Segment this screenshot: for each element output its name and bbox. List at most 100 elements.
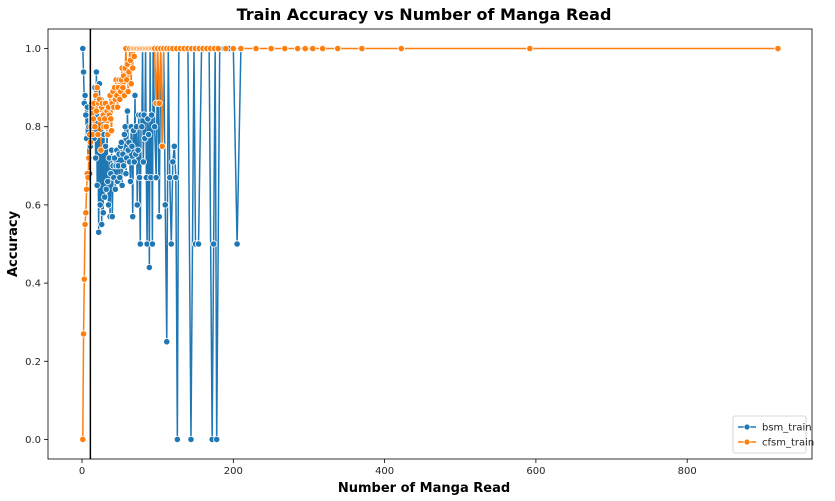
data-point-bsm-train-108 (172, 173, 180, 182)
data-point-cfsm-train-16 (91, 123, 99, 131)
data-point-bsm-train-43 (111, 185, 119, 193)
data-point-bsm-train-59 (123, 107, 132, 115)
y-tick-label-5: 1.0 (25, 44, 41, 55)
legend-marker-cfsm-train (743, 438, 751, 446)
data-point-bsm-train-25 (98, 220, 106, 229)
data-point-bsm-train-94 (151, 123, 159, 131)
data-point-cfsm-train-103 (214, 44, 222, 53)
data-point-cfsm-train-14 (89, 115, 97, 123)
data-point-cfsm-train-112 (309, 44, 317, 53)
x-tick-label-1: 200 (224, 466, 243, 477)
data-point-bsm-train-114 (187, 435, 195, 444)
data-point-bsm-train-4 (82, 111, 90, 119)
data-point-bsm-train-30 (101, 142, 110, 150)
data-point-bsm-train-68 (130, 158, 138, 166)
data-point-cfsm-train-113 (318, 44, 327, 53)
plot-area (79, 29, 782, 459)
data-point-bsm-train-57 (122, 170, 130, 178)
data-point-bsm-train-106 (169, 158, 177, 166)
data-point-cfsm-train-115 (358, 44, 366, 53)
data-point-bsm-train-23 (96, 201, 104, 209)
data-point-cfsm-train-87 (158, 142, 166, 150)
data-point-bsm-train-91 (148, 111, 156, 119)
data-point-cfsm-train-105 (229, 44, 237, 53)
data-point-bsm-train-51 (117, 138, 125, 146)
data-point-cfsm-train-68 (130, 52, 138, 60)
data-point-bsm-train-0 (79, 44, 87, 53)
data-point-bsm-train-17 (92, 154, 100, 162)
data-point-cfsm-train-53 (119, 84, 127, 92)
data-point-bsm-train-54 (120, 162, 128, 170)
data-point-cfsm-train-111 (301, 44, 309, 53)
data-point-bsm-train-21 (95, 228, 103, 236)
legend: bsm_train cfsm_train (732, 415, 814, 454)
axes: 0 200 400 600 800 0.0 0.2 0.4 0.6 0.8 1.0 (25, 28, 813, 477)
data-point-cfsm-train-31 (102, 123, 110, 131)
x-tick-label-2: 400 (375, 466, 394, 477)
data-point-bsm-train-75 (135, 173, 144, 182)
chart-title: Train Accuracy vs Number of Manga Read (237, 5, 612, 24)
data-point-bsm-train-109 (173, 435, 181, 444)
y-tick-label-2: 0.4 (25, 279, 41, 290)
data-point-bsm-train-124 (213, 435, 221, 444)
y-axis-label: Accuracy (6, 210, 21, 277)
data-point-bsm-train-69 (131, 91, 139, 100)
data-point-bsm-train-104 (166, 173, 174, 182)
data-point-bsm-train-31 (102, 185, 110, 193)
data-point-bsm-train-27 (99, 209, 107, 217)
data-point-cfsm-train-49 (116, 95, 124, 103)
data-point-bsm-train-34 (104, 201, 113, 209)
data-point-bsm-train-76 (136, 240, 144, 248)
data-point-bsm-train-87 (145, 130, 153, 139)
data-point-bsm-train-52 (118, 181, 126, 189)
y-tick-label-0: 0.0 (25, 435, 41, 446)
legend-marker-bsm-train (743, 423, 751, 431)
data-point-cfsm-train-5 (82, 185, 91, 193)
x-tick-label-3: 600 (526, 466, 545, 477)
data-point-cfsm-train-37 (107, 115, 115, 123)
data-point-bsm-train-56 (121, 123, 129, 131)
data-point-cfsm-train-19 (93, 84, 101, 92)
data-point-cfsm-train-24 (97, 146, 105, 154)
data-point-cfsm-train-104 (222, 44, 230, 53)
data-point-cfsm-train-85 (155, 99, 163, 107)
data-point-cfsm-train-64 (127, 80, 135, 88)
y-tick-label-1: 0.2 (25, 357, 41, 368)
data-point-cfsm-train-60 (124, 87, 132, 96)
data-point-bsm-train-92 (148, 240, 156, 248)
data-point-cfsm-train-0 (79, 435, 87, 444)
data-point-bsm-train-66 (129, 213, 137, 221)
data-point-bsm-train-49 (116, 173, 124, 182)
data-point-bsm-train-72 (133, 201, 141, 209)
data-point-bsm-train-19 (93, 181, 101, 189)
data-point-bsm-train-1 (79, 68, 88, 76)
data-point-bsm-train-29 (101, 193, 109, 201)
data-point-cfsm-train-4 (82, 209, 90, 217)
data-point-bsm-train-102 (163, 338, 171, 346)
legend-box (732, 415, 807, 454)
data-point-cfsm-train-114 (334, 44, 342, 53)
legend-label-cfsm-train: cfsm_train (762, 438, 814, 449)
data-point-bsm-train-39 (108, 213, 116, 221)
data-point-cfsm-train-109 (281, 44, 289, 53)
data-point-cfsm-train-38 (107, 127, 116, 135)
data-point-bsm-train-42 (110, 154, 119, 162)
x-tick-label-4: 800 (678, 466, 697, 477)
data-point-bsm-train-122 (210, 240, 218, 248)
data-point-bsm-train-97 (155, 213, 163, 221)
data-point-cfsm-train-46 (113, 103, 122, 111)
data-point-bsm-train-65 (128, 142, 136, 150)
data-point-cfsm-train-3 (81, 220, 89, 229)
data-point-bsm-train-18 (92, 68, 101, 76)
data-point-cfsm-train-2 (80, 275, 88, 283)
data-point-bsm-train-63 (126, 177, 135, 186)
data-point-bsm-train-101 (161, 201, 169, 209)
data-point-bsm-train-95 (152, 173, 160, 182)
x-axis-label: Number of Manga Read (338, 481, 510, 496)
data-point-cfsm-train-110 (294, 44, 302, 53)
data-point-bsm-train-73 (134, 146, 142, 154)
data-point-cfsm-train-108 (267, 44, 275, 53)
data-point-bsm-train-3 (81, 91, 89, 100)
